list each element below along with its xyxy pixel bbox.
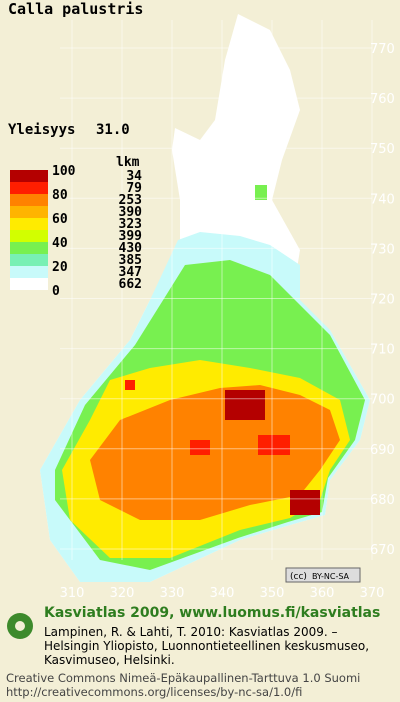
hotspot <box>125 380 135 390</box>
citation-line: Helsingin Yliopisto, Luonnontieteellinen… <box>44 639 369 653</box>
legend-swatch <box>10 206 48 218</box>
hotspot <box>225 390 265 420</box>
y-tick-label: 670 <box>370 543 395 558</box>
badge-cc: (cc) <box>290 572 307 582</box>
citation-line: Kasvimuseo, Helsinki. <box>44 653 175 667</box>
x-tick-label: 370 <box>360 586 385 601</box>
y-tick-label: 710 <box>370 343 395 358</box>
legend-level: 40 <box>52 236 68 251</box>
legend-swatch <box>10 266 48 278</box>
license-line: http://creativecommons.org/licenses/by-n… <box>6 685 302 699</box>
hotspot <box>258 435 290 455</box>
legend-count: 253 <box>119 193 142 208</box>
legend-count: 662 <box>119 277 142 292</box>
y-tick-label: 700 <box>370 393 395 408</box>
y-tick-label: 680 <box>370 493 395 508</box>
y-tick-label: 730 <box>370 242 395 257</box>
legend-swatch <box>10 170 48 182</box>
x-tick-label: 350 <box>260 586 285 601</box>
legend-swatch <box>10 194 48 206</box>
legend-count: 385 <box>119 253 142 268</box>
legend-swatch <box>10 278 48 290</box>
legend-swatch <box>10 254 48 266</box>
y-tick-label: 770 <box>370 42 395 57</box>
hotspot <box>255 185 267 200</box>
species-title: Calla palustris <box>8 0 143 18</box>
legend-count: 390 <box>119 205 143 220</box>
license-badge: (cc) BY-NC-SA <box>285 567 361 583</box>
x-tick-label: 320 <box>110 586 135 601</box>
badge-box <box>285 567 361 583</box>
x-tick-label: 360 <box>310 586 335 601</box>
x-tick-label: 340 <box>210 586 235 601</box>
count-header: lkm <box>116 155 140 170</box>
y-tick-label: 750 <box>370 142 395 157</box>
y-tick-label: 720 <box>370 293 395 308</box>
legend-count: 79 <box>126 181 142 196</box>
x-tick-label: 310 <box>60 586 85 601</box>
license-line: Creative Commons Nimeä-Epäkaupallinen-Ta… <box>6 671 360 685</box>
citation-line: Lampinen, R. & Lahti, T. 2010: Kasviatla… <box>44 625 338 639</box>
footer-heading: Kasviatlas 2009, www.luomus.fi/kasviatla… <box>44 605 380 621</box>
y-tick-label: 740 <box>370 192 395 207</box>
legend-count: 399 <box>119 229 142 244</box>
grid: 310 320 330 340 350 360 370 770 760 750 740 730 720 7… <box>60 20 395 601</box>
legend-level: 0 <box>52 284 60 299</box>
hotspot <box>190 440 210 455</box>
hotspot <box>290 490 320 515</box>
legend-count: 34 <box>126 169 142 184</box>
zone-orange <box>90 385 340 520</box>
legend-count: 323 <box>119 217 142 232</box>
legend-count: 430 <box>119 241 143 256</box>
legend-level: 60 <box>52 212 68 227</box>
y-tick-label: 760 <box>370 92 395 107</box>
x-tick-label: 330 <box>160 586 185 601</box>
y-tick-label: 690 <box>370 443 395 458</box>
legend-swatch <box>10 182 48 194</box>
frequency-value: 31.0 <box>96 122 130 138</box>
legend-swatch <box>10 242 48 254</box>
badge-text: BY-NC-SA <box>312 572 350 581</box>
legend-count: 347 <box>119 265 142 280</box>
logo-center <box>15 621 25 631</box>
frequency-label: Yleisyys <box>8 122 75 138</box>
legend-swatch <box>10 218 48 230</box>
legend-level: 100 <box>52 164 76 179</box>
logo <box>7 613 33 639</box>
legend-swatch <box>10 230 48 242</box>
legend-level: 80 <box>52 188 68 203</box>
legend-level: 20 <box>52 260 68 275</box>
